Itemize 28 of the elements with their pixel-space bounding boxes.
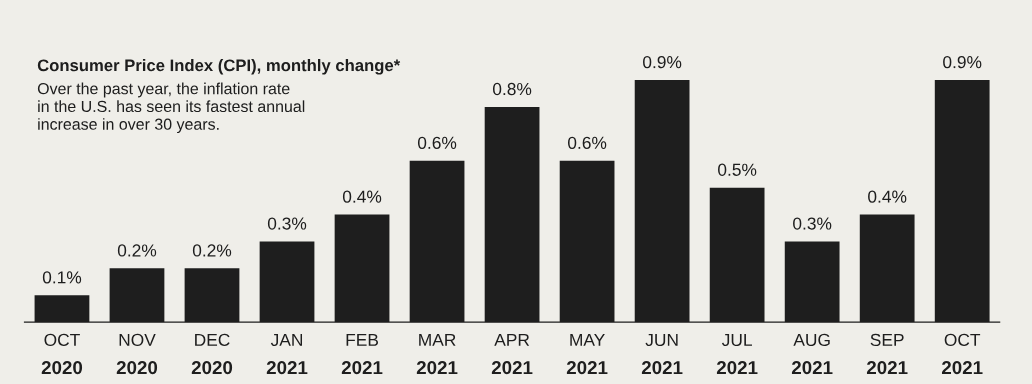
data-label: 0.6% xyxy=(567,136,607,149)
data-label: 0.3% xyxy=(267,217,307,230)
data-label: 0.9% xyxy=(943,55,982,69)
category-label: MAR 2021 xyxy=(416,333,458,375)
data-label: 0.3% xyxy=(793,217,832,230)
category-label: JUN 2021 xyxy=(641,333,683,375)
data-label: 0.1% xyxy=(42,271,82,284)
chart-title: Consumer Price Index (CPI), monthly change* xyxy=(37,59,401,75)
data-label: 0.4% xyxy=(342,190,382,203)
data-label: 0.2% xyxy=(117,244,157,257)
category-label: JAN 2021 xyxy=(266,333,308,375)
text: Over the past year, the inflation rate in the U.S. has seen its fastest annual increase in over 30 years. xyxy=(37,82,305,134)
category-label: APR 2021 xyxy=(491,333,533,375)
category-label: FEB 2021 xyxy=(341,333,383,375)
data-label: 0.9% xyxy=(643,55,682,69)
category-label: MAY 2021 xyxy=(566,333,608,375)
category-label: JUL 2021 xyxy=(716,333,758,375)
data-label: 0.2% xyxy=(192,244,232,257)
category-label: NOV 2020 xyxy=(116,333,158,375)
data-label: 0.5% xyxy=(718,163,757,176)
category-label: AUG 2021 xyxy=(791,333,833,375)
data-label: 0.8% xyxy=(492,82,532,96)
data-label: 0.6% xyxy=(417,136,457,149)
category-label: OCT 2020 xyxy=(41,333,83,375)
data-label: 0.4% xyxy=(868,190,907,203)
category-label: DEC 2020 xyxy=(191,333,233,375)
category-label: SEP 2021 xyxy=(866,333,908,375)
category-label: OCT 2021 xyxy=(941,333,983,375)
